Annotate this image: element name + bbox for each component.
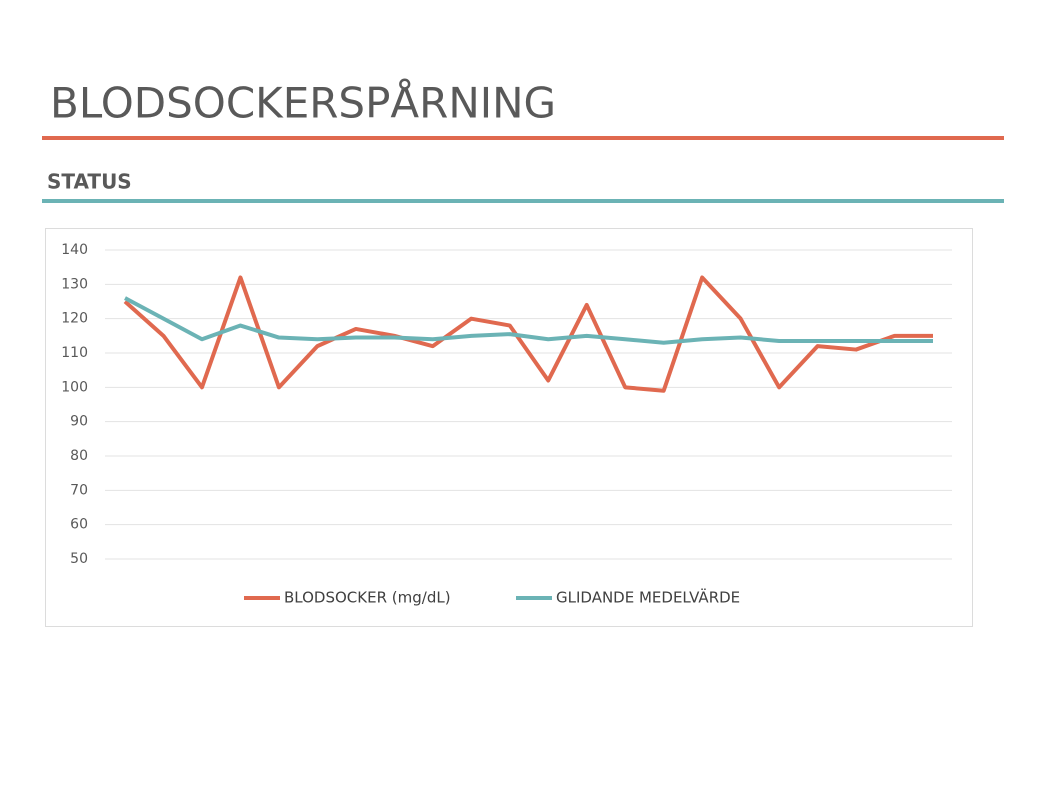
section-rule: [42, 199, 1004, 203]
y-tick-label: 90: [70, 414, 88, 430]
y-tick-label: 100: [61, 379, 88, 395]
legend-label: GLIDANDE MEDELVÄRDE: [556, 588, 740, 607]
y-tick-label: 130: [61, 276, 88, 292]
section-title: STATUS: [47, 170, 132, 194]
y-tick-label: 80: [70, 448, 88, 464]
y-tick-label: 60: [70, 517, 88, 533]
legend-label: BLODSOCKER (mg/dL): [284, 589, 451, 607]
series-line: [124, 296, 933, 345]
title-rule: [42, 136, 1004, 140]
y-tick-label: 110: [61, 345, 88, 361]
y-tick-label: 70: [70, 482, 88, 498]
chart-frame: [45, 228, 973, 627]
page-title: BLODSOCKERSPÅRNING: [50, 78, 556, 128]
y-tick-label: 120: [61, 311, 88, 327]
y-tick-label: 140: [61, 242, 88, 258]
y-tick-label: 50: [70, 551, 88, 567]
